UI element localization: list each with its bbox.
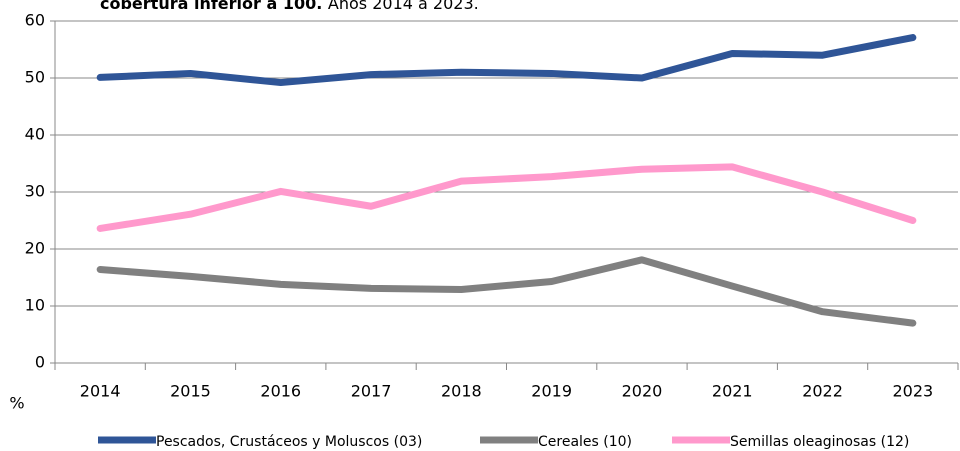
y-tick-label: 60 (25, 11, 45, 30)
chart-title: cobertura inferior a 100. Años 2014 a 20… (100, 0, 479, 13)
x-tick-label: 2015 (170, 382, 211, 401)
y-axis-label: % (9, 394, 24, 413)
series-line (96, 34, 917, 87)
x-tick-label: 2019 (531, 382, 572, 401)
y-tick-label: 50 (25, 68, 45, 87)
y-tick-label: 20 (25, 239, 45, 258)
x-tick-label: 2016 (260, 382, 301, 401)
x-tick-label: 2017 (351, 382, 392, 401)
y-tick-label: 0 (35, 353, 45, 372)
series-line (96, 163, 917, 232)
x-tick-label: 2022 (802, 382, 843, 401)
legend-label: Semillas oleaginosas (12) (730, 434, 909, 450)
y-tick-label: 40 (25, 125, 45, 144)
title-text: Años 2014 a 2023. (328, 0, 479, 13)
x-tick-label: 2021 (712, 382, 753, 401)
title-bold: cobertura inferior a 100. (100, 0, 322, 13)
x-tick-label: 2020 (622, 382, 663, 401)
legend-label: Cereales (10) (538, 434, 632, 450)
x-tick-label: 2014 (80, 382, 121, 401)
y-tick-label: 10 (25, 296, 45, 315)
legend-label: Pescados, Crustáceos y Moluscos (03) (156, 434, 422, 450)
x-tick-label: 2023 (892, 382, 933, 401)
series-line (96, 256, 917, 327)
y-tick-label: 30 (25, 182, 45, 201)
x-tick-label: 2018 (441, 382, 482, 401)
